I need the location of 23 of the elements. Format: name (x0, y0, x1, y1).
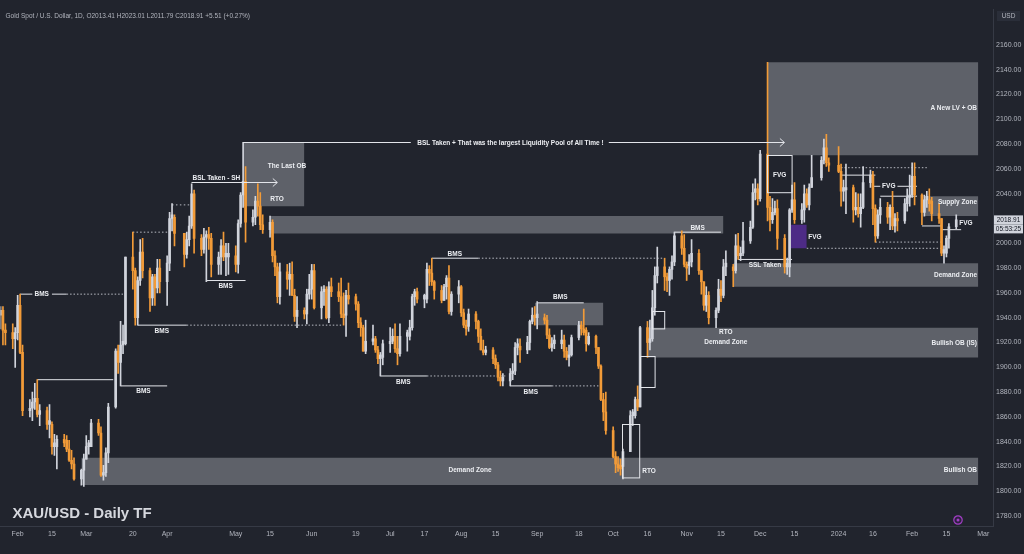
candlestick (320, 286, 323, 320)
candlestick (923, 194, 926, 217)
candlestick (535, 301, 539, 330)
candlestick (200, 234, 203, 257)
text: XAU/USD - Daily TF (12, 504, 152, 522)
candlestick (371, 324, 375, 346)
candlestick (173, 214, 176, 247)
candlestick (886, 202, 889, 224)
candlestick (619, 458, 622, 476)
candlestick (222, 231, 225, 262)
candlestick (467, 308, 470, 332)
candlestick (587, 332, 590, 346)
candlestick (869, 169, 872, 188)
candlestick (646, 321, 649, 358)
candlestick (851, 184, 855, 223)
candlestick (141, 238, 144, 279)
candlestick (227, 242, 230, 275)
candlestick (38, 404, 42, 426)
candlestick (244, 166, 247, 243)
candlestick (330, 277, 333, 297)
candlestick (636, 385, 639, 412)
candlestick (450, 291, 453, 316)
candlestick (347, 282, 350, 305)
